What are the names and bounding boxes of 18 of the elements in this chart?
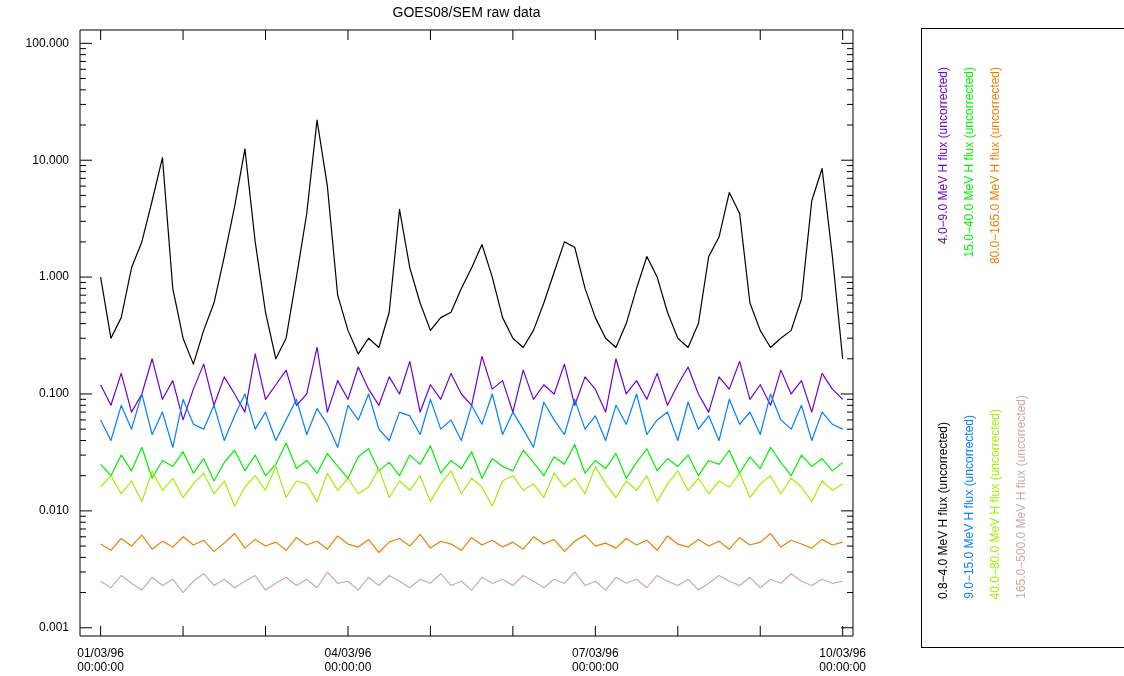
text: 0.8−4.0 MeV H flux (uncorrected): [936, 421, 950, 599]
text: 80.0−165.0 MeV H flux (uncorrected): [988, 67, 1002, 265]
y-tick-label: 0.010: [38, 503, 70, 518]
text: 40.0−80.0 MeV H flux (uncorrected): [988, 408, 1002, 599]
y-tick-label: 0.001: [38, 620, 70, 635]
y-tick-label: 0.100: [38, 386, 70, 401]
y-tick-label: 10.000: [32, 152, 70, 167]
x-tick-label: 10/03/96 00:00:00: [819, 645, 867, 674]
y-tick-label: 100.000: [25, 35, 70, 50]
x-tick-label: 04/03/96 00:00:00: [324, 645, 372, 674]
x-tick-label: 07/03/96 00:00:00: [571, 645, 620, 674]
text: 15.0−40.0 MeV H flux (uncorrected): [962, 67, 976, 258]
x-tick-label: 01/03/96 00:00:00: [77, 645, 125, 674]
text: 4.0−9.0 MeV H flux (uncorrected): [936, 67, 950, 245]
text: 9.0−15.0 MeV H flux (uncorrected): [962, 415, 976, 599]
y-tick-label: 1.000: [38, 269, 70, 284]
chart-title: GOES08/SEM raw data: [392, 3, 541, 20]
text: 165.0−500.0 MeV H flux (uncorrected): [1014, 395, 1028, 599]
